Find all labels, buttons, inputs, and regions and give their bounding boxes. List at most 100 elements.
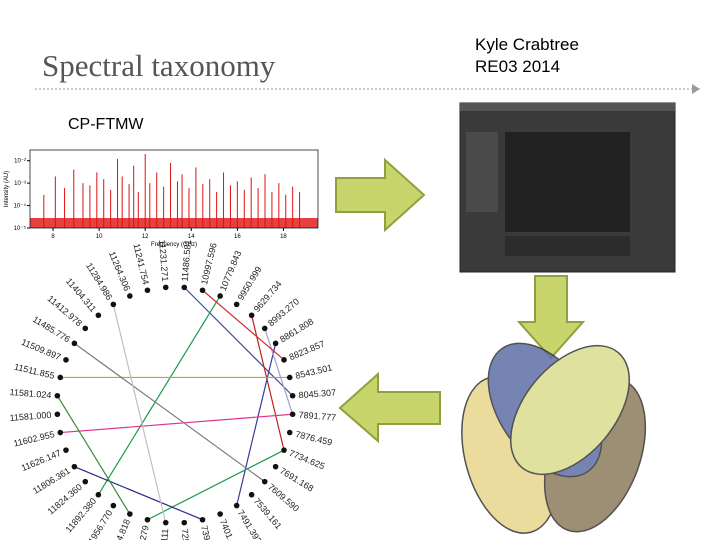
link [112,304,167,523]
y-tick-label: 10⁻³ [14,181,26,187]
node-label: 7256.180 [180,528,193,540]
node-label: 8993.270 [266,296,301,328]
node-label: 7395.894 [199,524,217,540]
author: Kyle Crabtree [475,35,579,54]
x-tick-label: 10 [96,234,103,240]
node-label: 11581.024 [9,387,52,400]
node [281,447,287,453]
node-label: 11486.581 [180,239,193,282]
node [181,284,188,291]
link [202,289,285,361]
node [82,478,89,485]
x-tick-label: 8 [51,234,55,240]
node-label: 7539.161 [252,496,284,531]
node [199,516,206,523]
node [286,374,293,381]
node [57,374,64,381]
node [54,411,61,418]
plot-frame [29,149,319,229]
node [181,519,188,526]
divider-arrow [692,84,700,94]
node [162,519,169,526]
node-label: 11231.271 [157,239,170,282]
node [248,312,255,319]
node [82,325,89,332]
node [110,502,117,509]
node-label: 7491.392 [236,508,264,540]
venn [461,342,647,534]
node [63,447,69,453]
y-axis-label: Intensity (AU) [4,171,10,207]
node [144,287,151,294]
node-label: 8543.501 [294,362,333,380]
node [71,340,78,347]
status-panel [505,236,630,256]
noise-floor [30,218,318,228]
node [110,301,117,308]
x-tick-label: 14 [188,234,195,240]
node-label: 11485.776 [31,314,72,344]
taxonomy-diagram: 11486.581 10997.596 10779.8439950.9999629.… [9,239,336,540]
y-tick-label: 10⁻⁴ [14,203,27,210]
node [127,293,133,299]
node-label: 11511.855 [13,362,55,381]
link [251,315,285,451]
node [261,478,268,485]
node [54,392,61,399]
node-label: 8861.808 [278,316,315,344]
node-label: 11602.955 [13,429,56,449]
node [95,312,102,319]
x-tick-label: 18 [280,234,287,240]
event: RE03 2014 [475,57,560,76]
node [162,284,169,291]
node-label: 7401.313 [218,518,242,540]
node [127,511,133,517]
node-label: 7691.168 [278,466,315,494]
node [289,411,296,418]
link [97,295,221,496]
node-label: 7734.625 [288,448,327,472]
node [57,429,64,436]
results-table [505,132,630,232]
node-label: 8823.857 [288,339,327,363]
node-label: 7876.459 [294,429,333,447]
title: Spectral taxonomy [42,48,276,83]
node [71,463,78,470]
node [63,357,69,363]
node [233,301,240,308]
link [74,342,266,483]
node [286,429,293,436]
node-label: 12034.818 [107,518,133,540]
node [289,392,296,399]
node [217,293,223,299]
x-tick-label: 16 [234,234,241,240]
node-label: 11264.306 [107,250,132,293]
node [217,511,223,517]
node-label: 10779.843 [218,249,244,292]
arrow-left [338,371,441,444]
node-label: 7184.279 [132,524,150,540]
node-label: 11509.897 [20,337,63,362]
x-axis-label: Frequency (GHz) [151,242,197,248]
node [144,516,151,523]
node [248,491,255,498]
button-column [466,132,498,212]
link [264,328,294,415]
node [199,287,206,294]
link [56,395,131,515]
node [261,325,268,332]
y-tick-label: 10⁻⁵ [14,225,27,232]
link [147,449,285,521]
node [233,502,240,509]
node-label: 7221.111 [157,528,170,540]
venn-set [509,344,631,476]
node [272,463,279,470]
node-label: 11626.147 [20,448,63,473]
link [74,466,203,521]
node [95,491,102,498]
window-titlebar [460,103,675,111]
arrow-right [335,157,426,233]
node [281,357,287,363]
y-tick-label: 10⁻² [14,159,26,165]
